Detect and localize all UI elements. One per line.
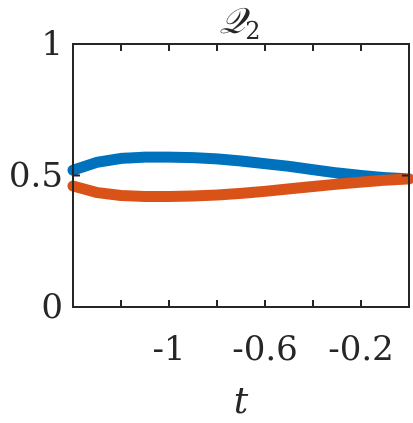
y-tick-label: 1: [41, 24, 63, 64]
x-tick-label: -0.6: [232, 329, 298, 369]
series-layer: [73, 157, 409, 196]
chart-title: 𝒬2: [219, 1, 260, 45]
y-tick-label: 0: [41, 287, 63, 327]
series-line-2: [73, 179, 409, 197]
x-tick-label: -0.2: [328, 329, 394, 369]
x-tick-label: -1: [152, 329, 185, 369]
x-axis-label: t: [234, 381, 249, 422]
y-tick-label: 0.5: [9, 156, 63, 196]
chart-title-subscript: 2: [245, 17, 260, 45]
series-line-1: [73, 157, 409, 179]
